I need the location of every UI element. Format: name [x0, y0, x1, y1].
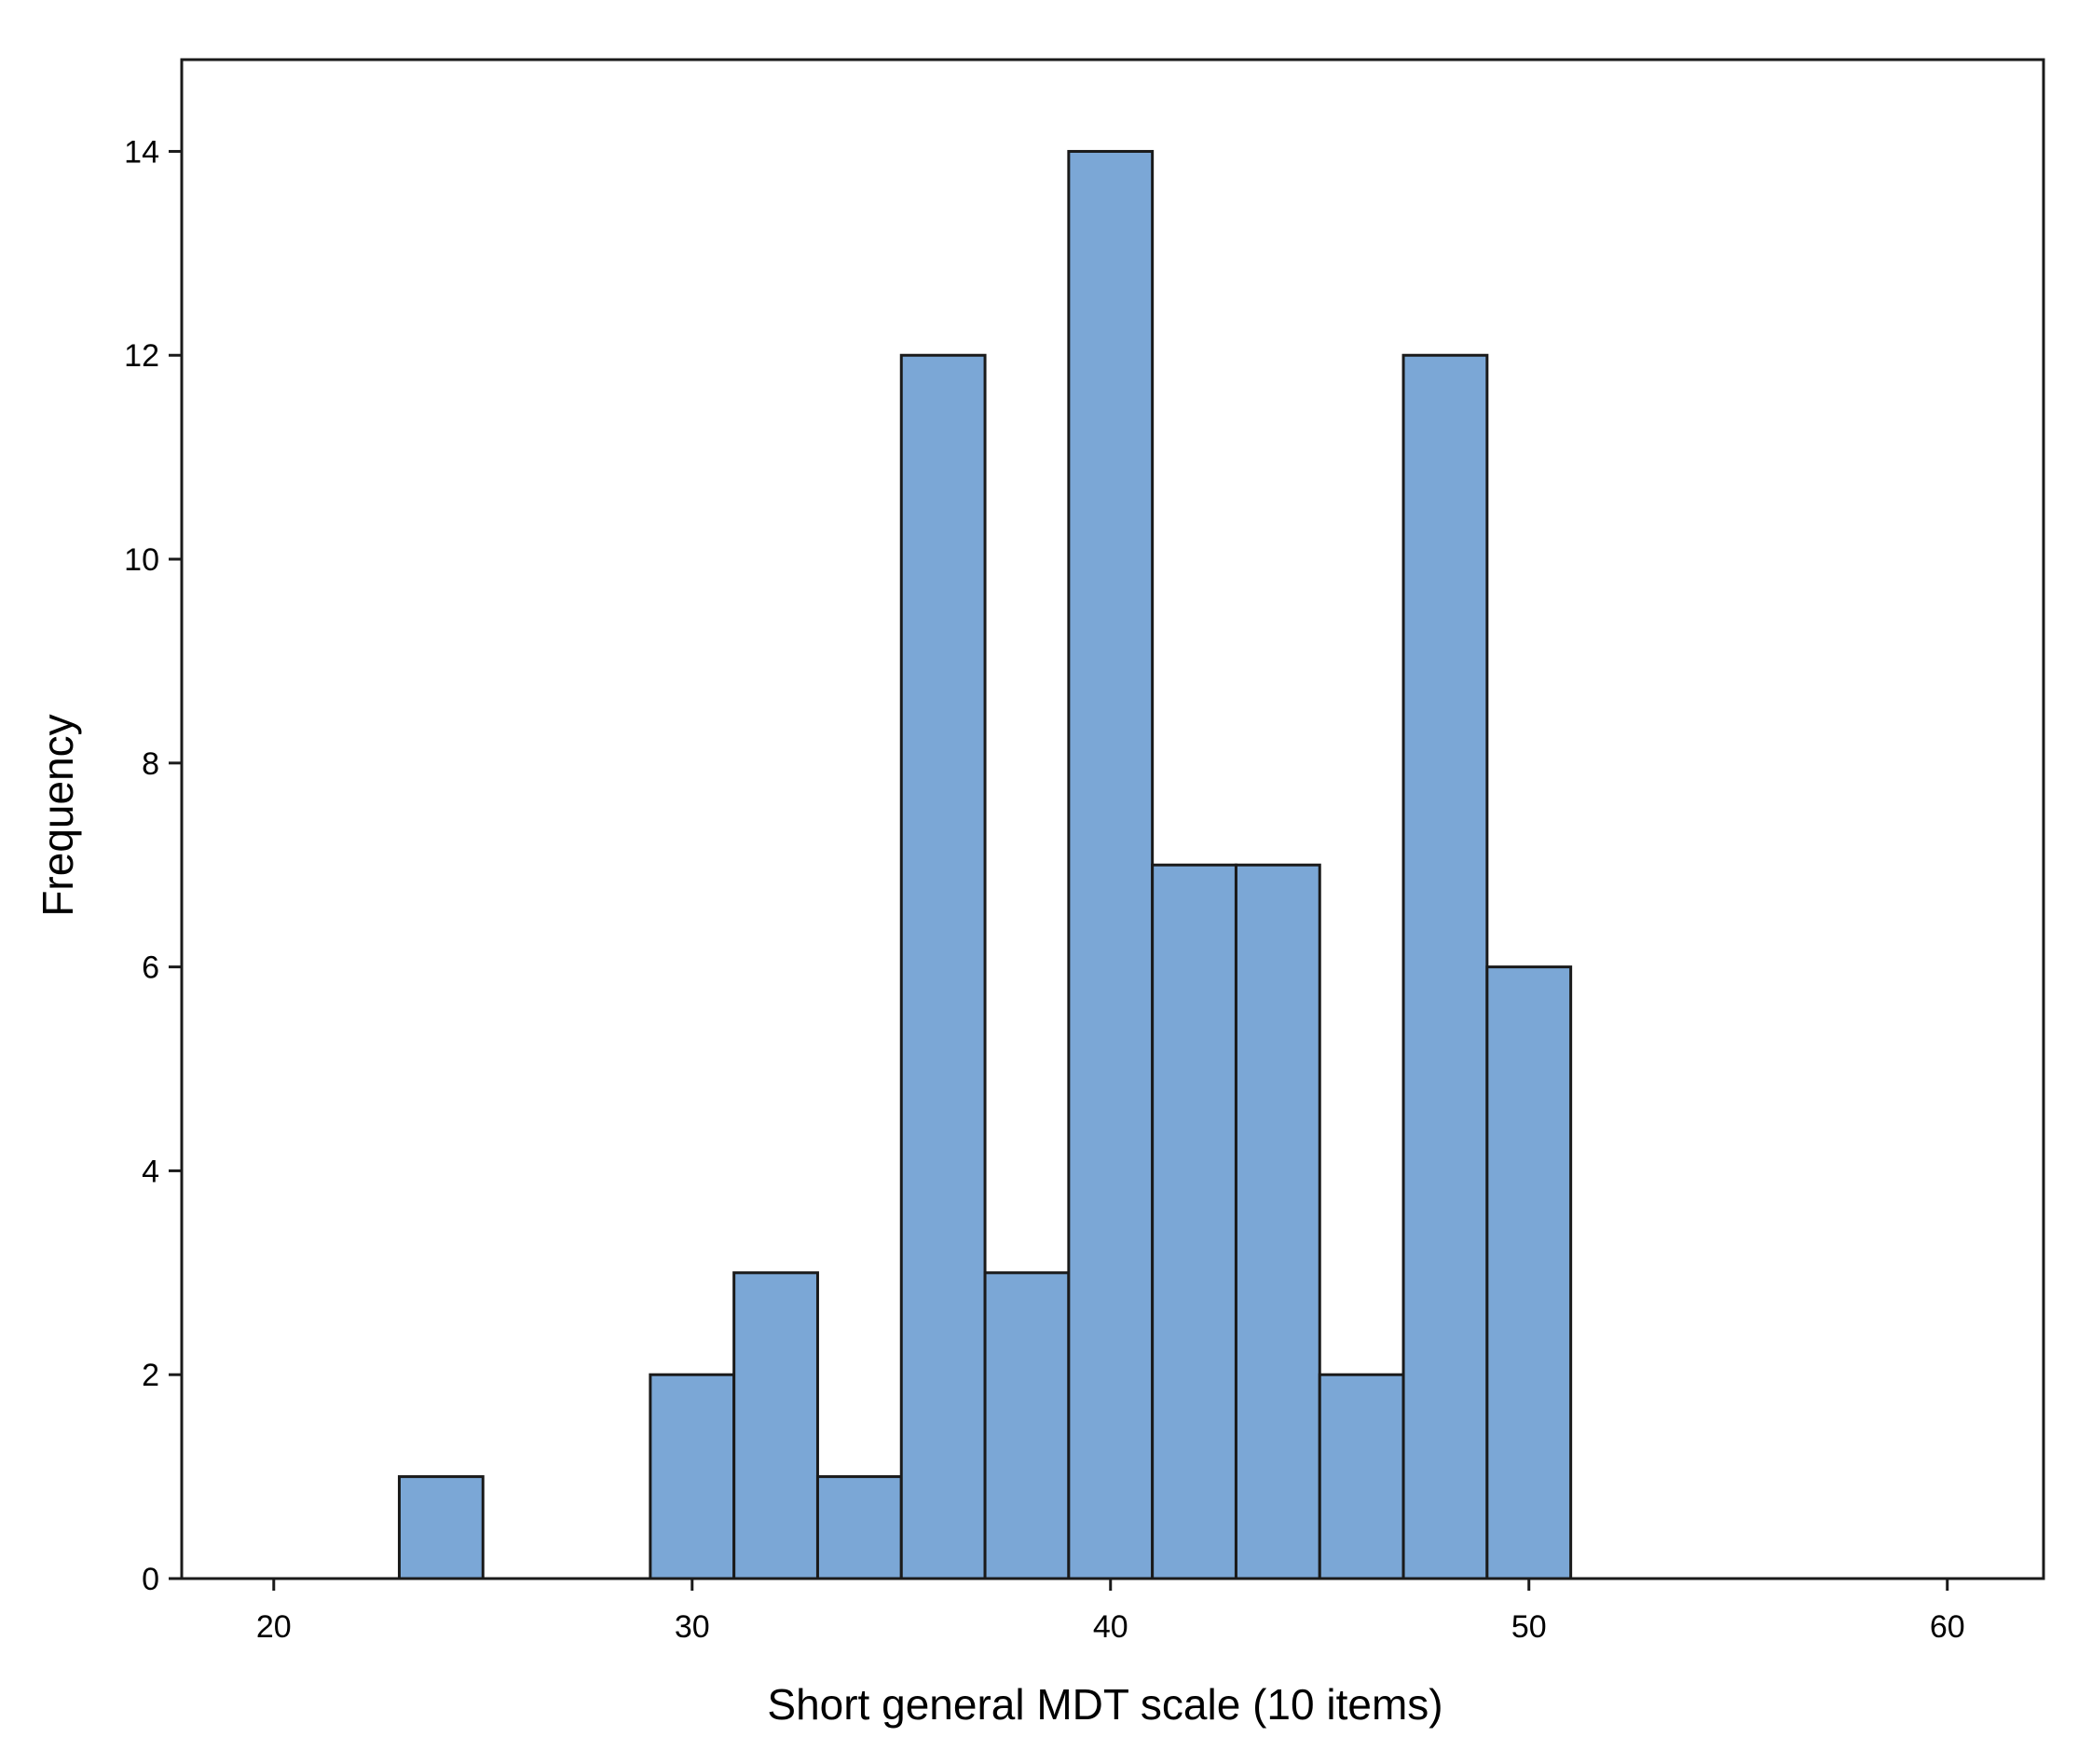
y-tick-label: 12: [124, 338, 159, 374]
y-tick-label: 2: [142, 1358, 159, 1393]
x-axis-ticks: 20 30 40 50 60: [256, 1579, 1965, 1645]
y-axis-ticks: 0 2 4 6 8 10 12 14: [124, 134, 182, 1597]
x-tick-label: 40: [1093, 1609, 1128, 1645]
y-tick-label: 14: [124, 134, 159, 170]
histogram-bar: [1234, 863, 1321, 1580]
x-tick-label: 20: [256, 1609, 292, 1645]
x-axis-title: Short general MDT scale (10 items): [767, 1680, 1442, 1729]
y-axis-title: Frequency: [34, 714, 82, 916]
histogram-bar: [1318, 1373, 1405, 1580]
histogram-bar: [1401, 353, 1489, 1580]
histogram-bar: [815, 1475, 903, 1580]
histogram-bar: [1151, 863, 1237, 1580]
x-tick-label: 50: [1511, 1609, 1547, 1645]
y-tick-label: 10: [124, 542, 159, 578]
histogram-bar: [983, 1271, 1071, 1580]
bars-layer: [397, 149, 1573, 1580]
y-tick-label: 8: [142, 746, 159, 782]
histogram-bar: [732, 1271, 819, 1580]
y-tick-label: 0: [142, 1562, 159, 1597]
histogram-bar: [649, 1373, 736, 1580]
histogram-bar: [397, 1475, 485, 1580]
x-tick-label: 30: [675, 1609, 710, 1645]
x-tick-label: 60: [1930, 1609, 1965, 1645]
y-tick-label: 6: [142, 950, 159, 986]
histogram-bar: [1067, 149, 1155, 1580]
histogram-bar: [899, 353, 987, 1580]
histogram-bar: [1485, 965, 1573, 1580]
y-tick-label: 4: [142, 1154, 159, 1189]
